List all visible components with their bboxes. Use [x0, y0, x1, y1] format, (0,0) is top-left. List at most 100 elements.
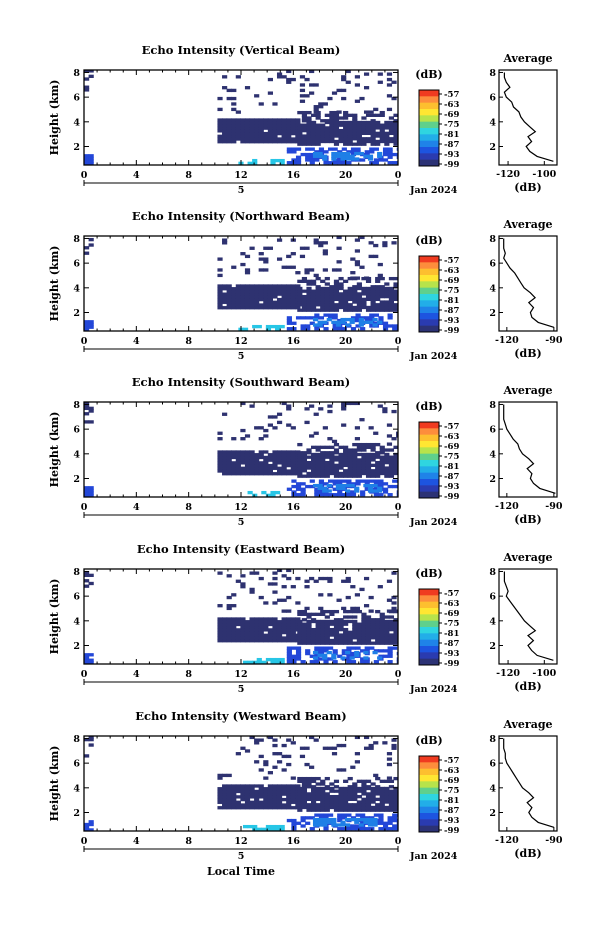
heatmap-cell	[235, 123, 241, 128]
heatmap-cell	[235, 784, 241, 788]
heatmap-cell	[286, 654, 292, 658]
heatmap-cell	[301, 641, 308, 645]
heatmap-cell	[369, 316, 375, 320]
heatmap-cell	[329, 303, 335, 307]
heatmap-cell	[375, 471, 381, 476]
heatmap-cell	[313, 238, 319, 242]
heatmap-cell	[301, 622, 308, 626]
heatmap-cell	[265, 327, 272, 331]
heatmap-cell	[318, 813, 325, 817]
heatmap-cell	[318, 651, 325, 656]
heatmap-cell	[301, 126, 308, 130]
heatmap-cell	[88, 406, 94, 411]
heatmap-cell	[226, 472, 232, 476]
heatmap-cell	[388, 625, 395, 629]
heatmap-cell	[387, 152, 393, 157]
heatmap-cell	[338, 286, 344, 291]
heatmap-cell	[301, 638, 308, 643]
heatmap-cell	[254, 797, 260, 802]
heatmap-cell	[393, 789, 398, 793]
heatmap-cell	[332, 479, 338, 483]
heatmap-cell	[313, 431, 319, 435]
heatmap-cell	[393, 113, 398, 117]
colorbar-tick-label: -63	[444, 100, 459, 110]
heatmap-cell	[281, 463, 287, 468]
heatmap-cell	[391, 595, 397, 600]
heatmap-cell	[267, 803, 273, 807]
heatmap-cell	[88, 661, 94, 664]
heatmap-cell	[317, 323, 323, 327]
heatmap-cell	[384, 142, 390, 146]
heatmap-cell	[306, 134, 312, 138]
heatmap-cell	[372, 823, 378, 827]
heatmap-cell	[354, 820, 360, 824]
heatmap-cell	[370, 808, 376, 812]
heatmap-cell	[345, 154, 351, 158]
heatmap-cell	[315, 641, 321, 645]
heatmap-cell	[258, 795, 264, 799]
date-label: Jan 2024	[409, 684, 458, 695]
heatmap-cell	[384, 282, 390, 286]
avg-x-label: (dB)	[514, 347, 541, 360]
heatmap-cell	[396, 657, 398, 661]
heatmap-cell	[352, 633, 358, 637]
heatmap-cell	[340, 151, 346, 156]
heatmap-cell	[378, 482, 384, 486]
heatmap-cell	[249, 453, 255, 457]
heatmap-cell	[329, 289, 335, 293]
heatmap-cell	[276, 806, 283, 810]
heatmap-cell	[231, 633, 237, 637]
heatmap-cell	[375, 120, 381, 125]
heatmap-cell	[254, 800, 260, 804]
colorbar-segment	[419, 102, 439, 110]
heatmap-cell	[312, 323, 319, 327]
heatmap-cell	[301, 636, 308, 640]
avg-y-tick-label: 2	[489, 641, 496, 652]
heatmap-cell	[240, 639, 246, 643]
heatmap-cell	[324, 305, 330, 310]
heatmap-cell	[276, 300, 283, 304]
heatmap-cell	[331, 320, 337, 324]
heatmap-cell	[347, 636, 353, 640]
heatmap-cell	[267, 617, 273, 621]
heatmap-cell	[235, 289, 241, 294]
heatmap-cell	[375, 134, 381, 138]
heatmap-cell	[240, 295, 246, 299]
heatmap-cell	[312, 817, 319, 822]
heatmap-cell	[235, 622, 241, 627]
x-tick-label: 20	[339, 502, 353, 513]
heatmap-cell	[356, 142, 362, 146]
heatmap-cell	[306, 466, 312, 470]
heatmap-cell	[328, 161, 334, 165]
heatmap-cell	[363, 576, 370, 581]
heatmap-cell	[281, 287, 287, 291]
heatmap-cell	[396, 484, 398, 489]
heatmap-cell	[309, 736, 315, 740]
colorbar-segment	[419, 800, 439, 808]
heatmap-cell	[382, 241, 388, 245]
heatmap-cell	[361, 792, 367, 796]
heatmap-cell	[301, 805, 308, 810]
heatmap-cell	[386, 423, 393, 427]
heatmap-cell	[290, 123, 296, 128]
heatmap-cell	[352, 128, 358, 133]
heatmap-cell	[254, 622, 260, 627]
heatmap-cell	[332, 493, 338, 497]
heatmap-cell	[240, 784, 246, 788]
heatmap-cell	[291, 824, 297, 828]
heatmap-cell	[306, 289, 312, 293]
heatmap-cells	[84, 569, 398, 664]
heatmap-cell	[379, 448, 385, 452]
heatmap-cell	[267, 306, 273, 310]
heatmap-cell	[352, 797, 358, 802]
heatmap-cell	[254, 297, 260, 302]
heatmap-cell	[217, 437, 223, 441]
heatmap-cell	[384, 448, 390, 452]
heatmap-cell	[254, 628, 260, 632]
heatmap-cell	[320, 279, 326, 283]
avg-y-tick-label: 2	[489, 808, 496, 819]
heatmap-cell	[231, 625, 237, 629]
heatmap-cell	[333, 282, 340, 286]
heatmap-cell	[235, 300, 241, 304]
heatmap-cell	[318, 646, 325, 650]
